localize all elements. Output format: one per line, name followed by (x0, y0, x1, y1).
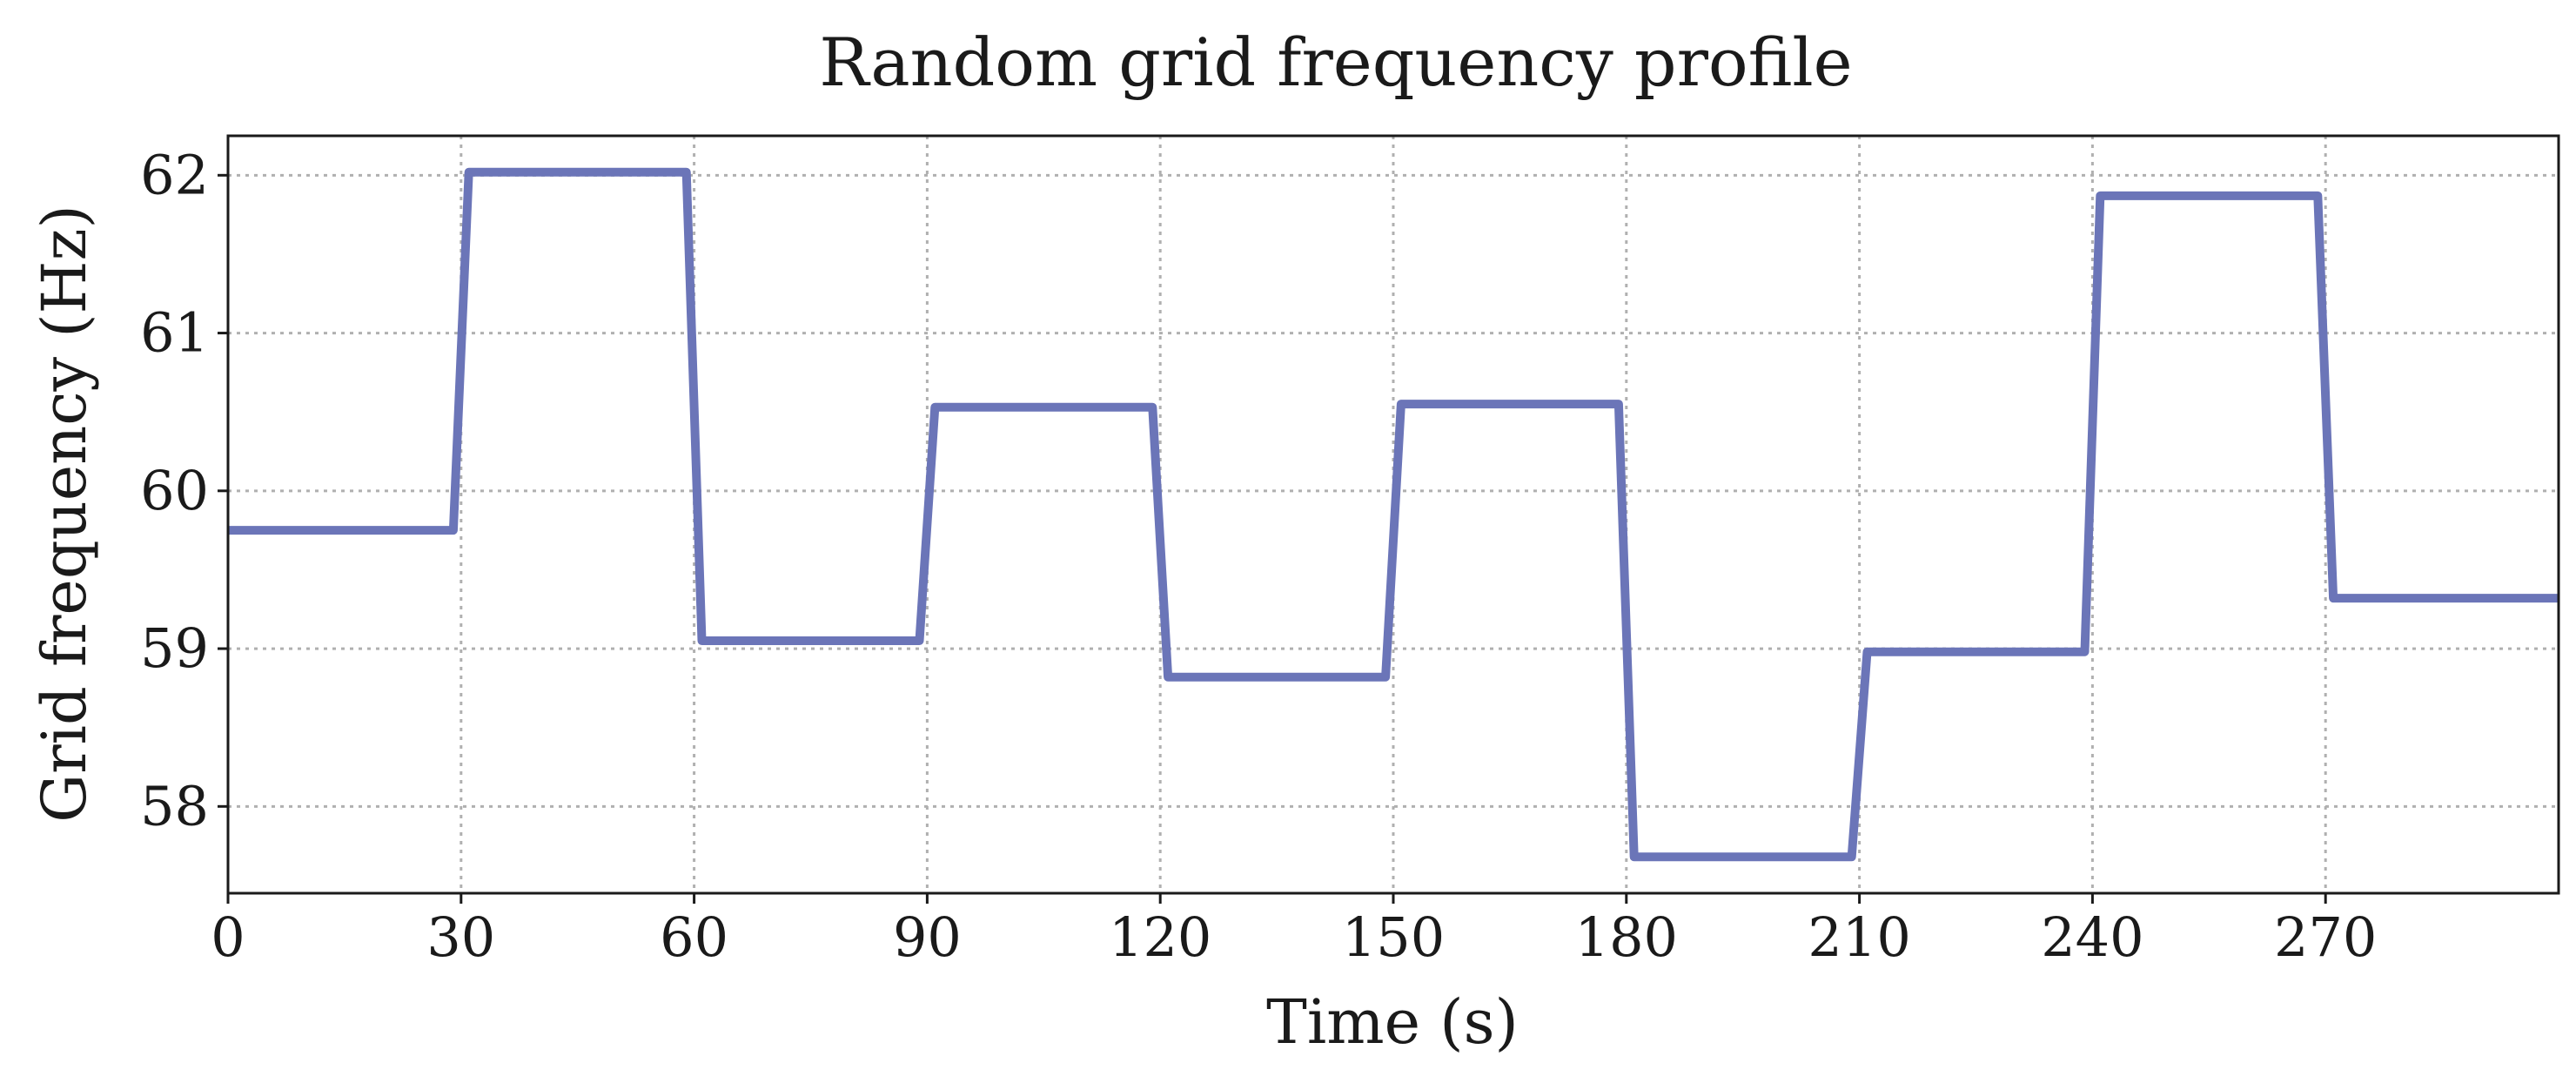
y-tick-label: 59 (140, 616, 209, 680)
x-tick-label: 180 (1575, 905, 1678, 969)
x-tick-label: 0 (211, 905, 245, 969)
y-tick-label: 58 (140, 774, 209, 837)
y-tick-label: 60 (140, 459, 209, 522)
x-tick-label: 90 (893, 905, 962, 969)
y-axis-label: Grid frequency (Hz) (29, 205, 100, 823)
x-tick-label: 120 (1109, 905, 1211, 969)
x-tick-label: 150 (1342, 905, 1445, 969)
x-tick-label: 210 (1808, 905, 1910, 969)
y-tick-label: 62 (140, 143, 209, 206)
x-tick-label: 270 (2274, 905, 2377, 969)
x-tick-label: 240 (2041, 905, 2143, 969)
x-tick-label: 30 (426, 905, 495, 969)
x-axis-ticks: 0 30 60 90 120 150 180 210 240 270 (211, 893, 2377, 969)
chart-title: Random grid frequency profile (819, 24, 1852, 101)
y-tick-label: 61 (140, 301, 209, 365)
grid-lines (226, 136, 2559, 893)
x-axis-label: Time (s) (1266, 986, 1519, 1058)
series-line-0 (228, 167, 2559, 862)
y-axis-ticks: 58 59 60 61 62 (140, 143, 228, 837)
x-tick-label: 60 (660, 905, 728, 969)
series-group (228, 167, 2559, 862)
